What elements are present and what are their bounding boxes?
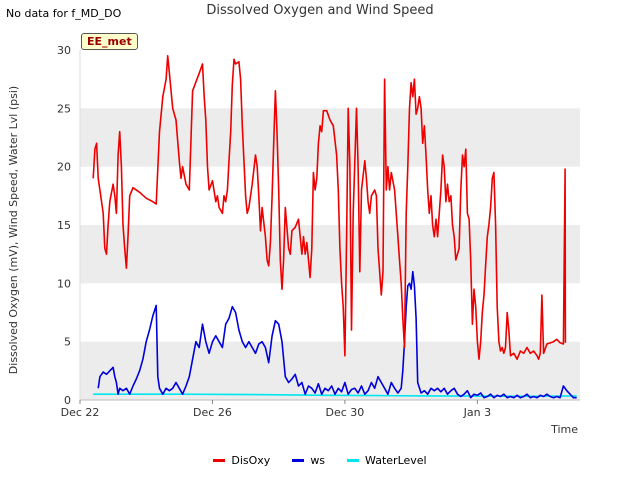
legend-item-disoxy: DisOxy [213,454,270,467]
x-axis-label: Time [550,423,578,436]
y-tick-label: 25 [57,102,71,115]
legend-label-waterlevel: WaterLevel [365,454,427,467]
grid-band [80,225,580,284]
y-tick-label: 5 [64,336,71,349]
axes: 0 5 10 15 20 25 30 Dec 22 Dec 26 Dec 30 Jan 3 [57,44,580,419]
no-data-note: No data for f_MD_DO [6,7,122,20]
y-tick-label: 15 [57,219,71,232]
y-tick-label: 0 [64,394,71,407]
y-tick-label: 20 [57,161,71,174]
legend-item-ws: ws [292,454,325,467]
legend: DisOxy ws WaterLevel [0,454,640,467]
series-lines [92,54,577,399]
x-tick-label: Dec 26 [193,406,232,419]
y-tick-label: 10 [57,277,71,290]
series-line-disoxy [92,54,567,361]
x-tick-label: Dec 30 [326,406,365,419]
y-axis-label: Dissolved Oxygen (mV), Wind Speed, Water… [7,86,20,374]
legend-swatch-disoxy [213,459,226,462]
legend-label-disoxy: DisOxy [231,454,271,467]
grid-band [80,341,580,400]
legend-item-waterlevel: WaterLevel [347,454,427,467]
station-badge: EE_met [81,33,138,50]
x-tick-label: Dec 22 [61,406,100,419]
legend-label-ws: ws [310,454,326,467]
legend-swatch-waterlevel [347,459,360,462]
grid-band [80,108,580,167]
series-line-ws [97,270,577,399]
chart-title: Dissolved Oxygen and Wind Speed [206,3,434,18]
y-tick-label: 30 [57,44,71,57]
x-tick-label: Jan 3 [463,406,491,419]
legend-swatch-ws [292,459,305,462]
